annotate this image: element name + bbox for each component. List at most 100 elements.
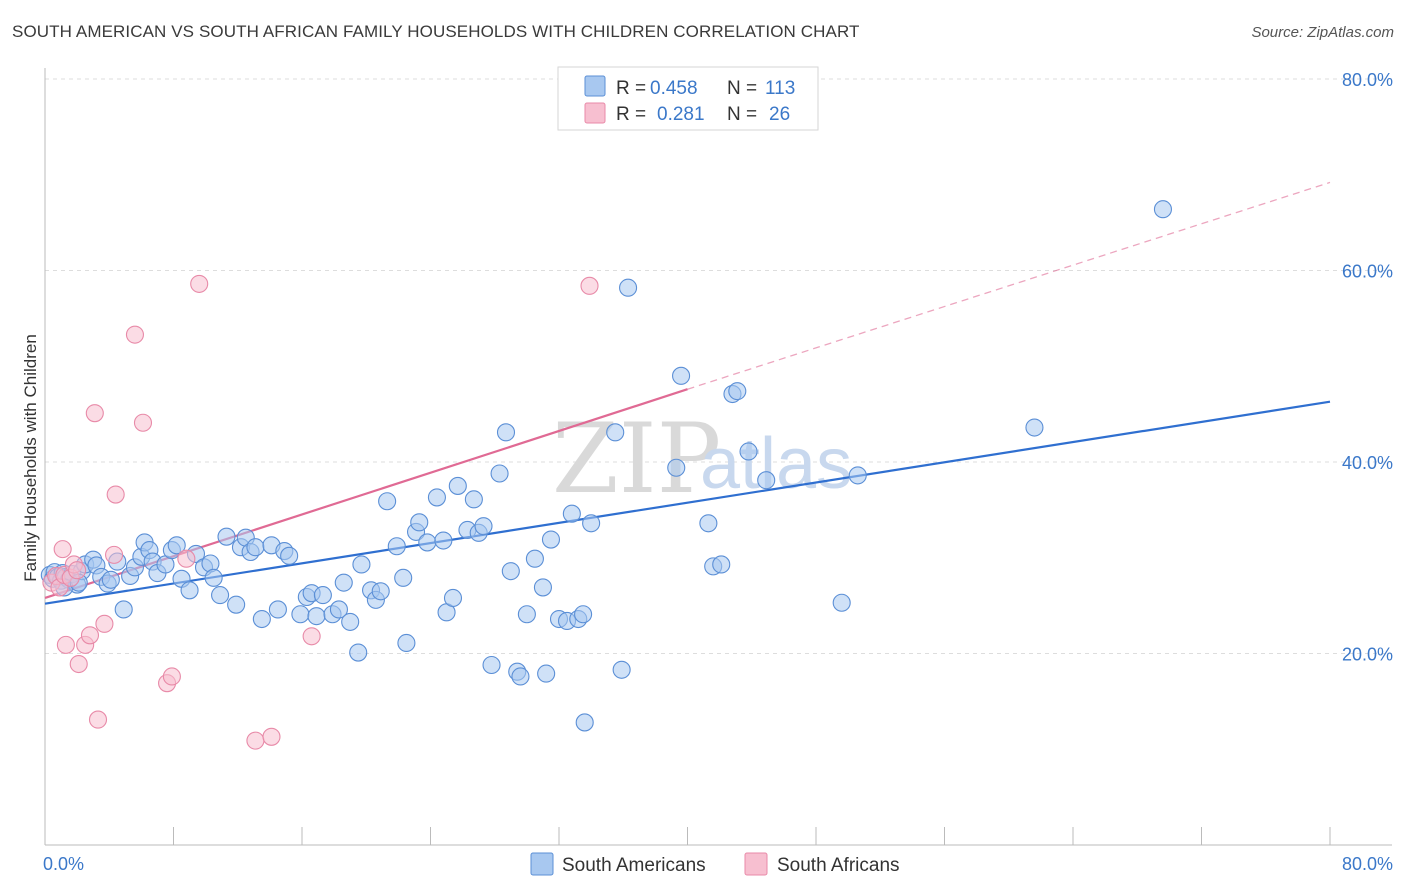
data-points (40, 200, 1172, 750)
watermark-zip: ZIP (552, 403, 721, 515)
x-tick-label-min: 0.0% (43, 854, 84, 874)
legend-n-value-1: 113 (765, 78, 795, 99)
point-pink-25 (302, 627, 321, 646)
point-pink-21 (177, 549, 196, 568)
bottom-legend-label-south-americans: South Americans (562, 855, 706, 876)
point-blue-53 (329, 600, 348, 619)
y-tick-label-1: 40.0% (1342, 453, 1393, 473)
point-pink-12 (85, 404, 104, 423)
point-blue-107 (832, 593, 851, 612)
point-blue-68 (427, 488, 446, 507)
point-blue-77 (482, 655, 501, 675)
point-blue-16 (101, 570, 120, 589)
legend-swatch-pink (584, 102, 606, 124)
point-pink-16 (106, 485, 125, 504)
point-blue-90 (562, 504, 581, 523)
point-blue-30 (180, 581, 199, 600)
y-tick-label-2: 60.0% (1342, 262, 1393, 282)
legend-n-value-2: 26 (769, 104, 790, 125)
point-blue-67 (418, 533, 437, 552)
point-blue-96 (612, 660, 631, 679)
point-pink-5 (56, 635, 75, 654)
watermark-atlas: atlas (700, 424, 852, 504)
legend-r-value-1: 0.458 (650, 78, 698, 99)
stats-legend: R = 0.458 N = 113 R = 0.281 N = 26 (557, 66, 819, 131)
legend-r-value-2: 0.281 (657, 104, 705, 125)
legend-n-label-1: N = (727, 78, 757, 99)
point-blue-18 (114, 600, 133, 619)
point-blue-74 (464, 490, 483, 509)
watermark: ZIP atlas (552, 403, 852, 515)
bottom-legend-swatch-blue (530, 852, 554, 876)
point-blue-44 (268, 600, 287, 619)
point-blue-85 (533, 578, 552, 597)
point-blue-47 (291, 605, 310, 624)
legend-r-label-1: R = (616, 78, 646, 99)
point-blue-80 (501, 562, 520, 581)
point-blue-34 (204, 568, 223, 587)
tick-labels: 20.0% 40.0% 60.0% 80.0% 0.0% 80.0% (43, 70, 1393, 874)
point-blue-83 (517, 605, 536, 624)
series-legend: South Americans South Africans (530, 852, 900, 876)
x-tick-label-max: 80.0% (1342, 854, 1393, 874)
chart-title: SOUTH AMERICAN VS SOUTH AFRICAN FAMILY H… (12, 22, 860, 41)
y-axis-label: Family Households with Children (21, 334, 40, 582)
point-blue-71 (443, 588, 463, 608)
point-blue-66 (410, 513, 429, 532)
point-pink-22 (190, 274, 209, 293)
point-blue-82 (511, 667, 530, 686)
trend-line-blue (44, 400, 1331, 605)
point-blue-92 (574, 605, 593, 624)
y-tick-label-0: 20.0% (1342, 645, 1393, 665)
point-blue-55 (341, 612, 360, 631)
point-blue-63 (394, 568, 413, 587)
point-pink-11 (80, 626, 100, 645)
point-pink-3 (53, 540, 72, 559)
point-blue-108 (848, 466, 867, 485)
point-blue-106 (757, 471, 776, 490)
point-blue-54 (334, 573, 353, 592)
bottom-legend-swatch-pink (744, 852, 768, 876)
point-blue-84 (525, 549, 544, 568)
point-blue-57 (352, 555, 371, 574)
legend-r-label-2: R = (616, 104, 646, 125)
bottom-legend-label-south-africans: South Africans (777, 855, 900, 876)
point-blue-41 (246, 538, 265, 557)
point-blue-61 (378, 492, 397, 511)
point-blue-76 (474, 517, 493, 536)
point-pink-18 (133, 413, 153, 432)
point-blue-110 (1153, 200, 1172, 219)
legend-swatch-blue (584, 75, 606, 97)
point-blue-109 (1025, 418, 1044, 437)
point-blue-95 (606, 423, 625, 442)
point-blue-98 (667, 458, 686, 477)
point-pink-15 (105, 545, 124, 564)
point-blue-37 (227, 595, 246, 614)
point-blue-72 (448, 476, 467, 495)
point-blue-60 (371, 582, 390, 601)
trend-extension-pink (687, 181, 1331, 390)
point-pink-8 (68, 561, 87, 580)
point-pink-9 (69, 654, 88, 674)
point-blue-51 (313, 586, 332, 605)
point-blue-94 (582, 514, 601, 533)
source-credit: Source: ZipAtlas.com (1251, 24, 1394, 41)
point-pink-14 (95, 614, 114, 633)
point-blue-35 (211, 586, 230, 605)
y-tick-label-3: 80.0% (1342, 70, 1393, 90)
point-pink-17 (125, 325, 144, 344)
point-blue-79 (496, 423, 516, 442)
point-blue-86 (537, 664, 556, 683)
point-blue-62 (387, 537, 406, 556)
series-pink (42, 274, 599, 750)
point-pink-20 (162, 667, 181, 686)
point-blue-28 (167, 536, 186, 555)
point-blue-56 (349, 643, 368, 662)
point-blue-87 (541, 530, 561, 549)
point-pink-13 (88, 710, 108, 729)
legend-n-label-2: N = (727, 104, 757, 125)
point-blue-69 (434, 531, 453, 550)
point-blue-78 (490, 464, 509, 483)
point-blue-46 (280, 546, 299, 565)
